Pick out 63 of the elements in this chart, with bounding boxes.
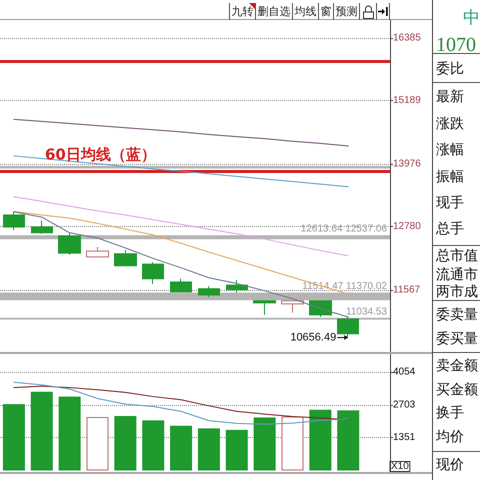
candlestick	[253, 300, 276, 316]
text: 最新	[436, 89, 464, 105]
bar	[198, 428, 220, 470]
text: 卖金额	[436, 358, 478, 374]
text: 窗	[318, 3, 333, 20]
text: 现手	[436, 195, 464, 211]
bar	[281, 416, 304, 470]
text: 现价	[436, 457, 464, 473]
annotation: 60日均线（蓝）	[45, 146, 156, 164]
text: 买金额	[436, 382, 478, 398]
text: 预测	[333, 3, 359, 20]
y-tick-label: 11567	[393, 284, 421, 296]
text: 九转	[229, 3, 255, 20]
bar	[114, 416, 136, 470]
bar	[142, 420, 164, 470]
candlestick	[3, 211, 25, 231]
candlestick	[58, 232, 81, 256]
y-tick-label: 15189	[393, 95, 422, 106]
text: 删自选	[255, 3, 292, 20]
text: 委卖量	[436, 307, 478, 323]
line-series	[13, 118, 349, 147]
candlestick	[86, 246, 109, 258]
text: 委比	[436, 61, 464, 77]
band-label: 11034.53	[346, 306, 388, 318]
y-tick-label: 13976	[393, 158, 422, 170]
bar	[226, 430, 248, 470]
text: 总手	[436, 221, 464, 237]
y-tick-label: 12780	[393, 221, 422, 232]
text: 两市成	[436, 284, 478, 300]
text: 委买量	[436, 331, 478, 347]
text: 均价	[436, 429, 464, 445]
bar	[86, 416, 109, 470]
text: 均线	[292, 3, 318, 20]
candlestick	[281, 300, 304, 314]
candlestick	[198, 286, 220, 298]
text: 1070	[436, 34, 476, 56]
candlestick	[114, 250, 137, 266]
text: 换手	[436, 405, 464, 421]
y-tick-label: 4054	[393, 366, 416, 378]
text: 中	[463, 8, 480, 28]
y-axis-title: X10	[391, 461, 410, 472]
y-tick-label: 16385	[393, 32, 422, 44]
text: 涨跌	[436, 116, 464, 132]
text: 总市值	[436, 248, 478, 264]
text: 振幅	[436, 169, 464, 185]
bar	[170, 426, 192, 470]
candlestick	[142, 262, 164, 285]
bar	[337, 410, 360, 470]
text: 涨幅	[436, 142, 464, 158]
candlestick	[309, 300, 332, 318]
text: 流通市	[436, 267, 478, 283]
annotation: 10656.49	[290, 332, 336, 344]
candlestick	[170, 278, 192, 292]
bar	[2, 404, 25, 470]
band-label: 12613.64 12537.06	[300, 224, 388, 235]
candlestick	[226, 279, 248, 294]
bar	[309, 410, 332, 470]
bar	[254, 417, 276, 470]
y-tick-label: 1351	[393, 432, 416, 444]
candlestick	[31, 220, 53, 234]
y-tick-label: 2703	[393, 399, 416, 410]
bar	[30, 392, 53, 470]
bar	[58, 396, 81, 470]
